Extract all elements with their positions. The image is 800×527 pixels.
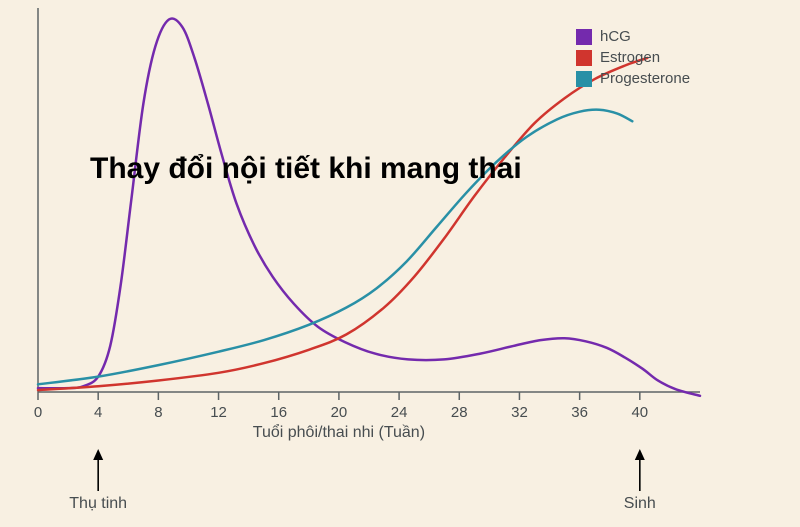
series-progesterone <box>38 110 632 385</box>
x-tick-label: 32 <box>511 404 528 421</box>
x-tick-label: 16 <box>270 404 287 421</box>
legend-item: Progesterone <box>576 70 690 87</box>
x-tick-label: 20 <box>331 404 348 421</box>
x-tick-label: 0 <box>34 404 42 421</box>
x-tick-label: 4 <box>94 404 102 421</box>
annotation-label: Sinh <box>624 495 656 513</box>
legend: hCG Estrogen Progesterone <box>576 28 690 87</box>
x-tick-label: 12 <box>210 404 227 421</box>
annotation-label: Thụ tinh <box>69 495 127 513</box>
x-axis-label: Tuổi phôi/thai nhi (Tuần) <box>253 424 425 442</box>
legend-swatch <box>576 29 592 45</box>
x-tick-label: 8 <box>154 404 162 421</box>
legend-label: hCG <box>600 28 631 45</box>
x-tick-label: 40 <box>631 404 648 421</box>
chart-title: Thay đổi nội tiết khi mang thai <box>90 152 522 186</box>
legend-swatch <box>576 71 592 87</box>
x-tick-label: 28 <box>451 404 468 421</box>
annotation-arrowhead <box>93 449 103 460</box>
x-tick-label: 36 <box>571 404 588 421</box>
x-tick-label: 24 <box>391 404 408 421</box>
annotation-arrowhead <box>635 449 645 460</box>
legend-label: Progesterone <box>600 70 690 87</box>
legend-swatch <box>576 50 592 66</box>
legend-item: hCG <box>576 28 690 45</box>
legend-item: Estrogen <box>576 49 690 66</box>
legend-label: Estrogen <box>600 49 660 66</box>
chart-canvas: Thay đổi nội tiết khi mang thai hCG Estro… <box>0 0 800 527</box>
